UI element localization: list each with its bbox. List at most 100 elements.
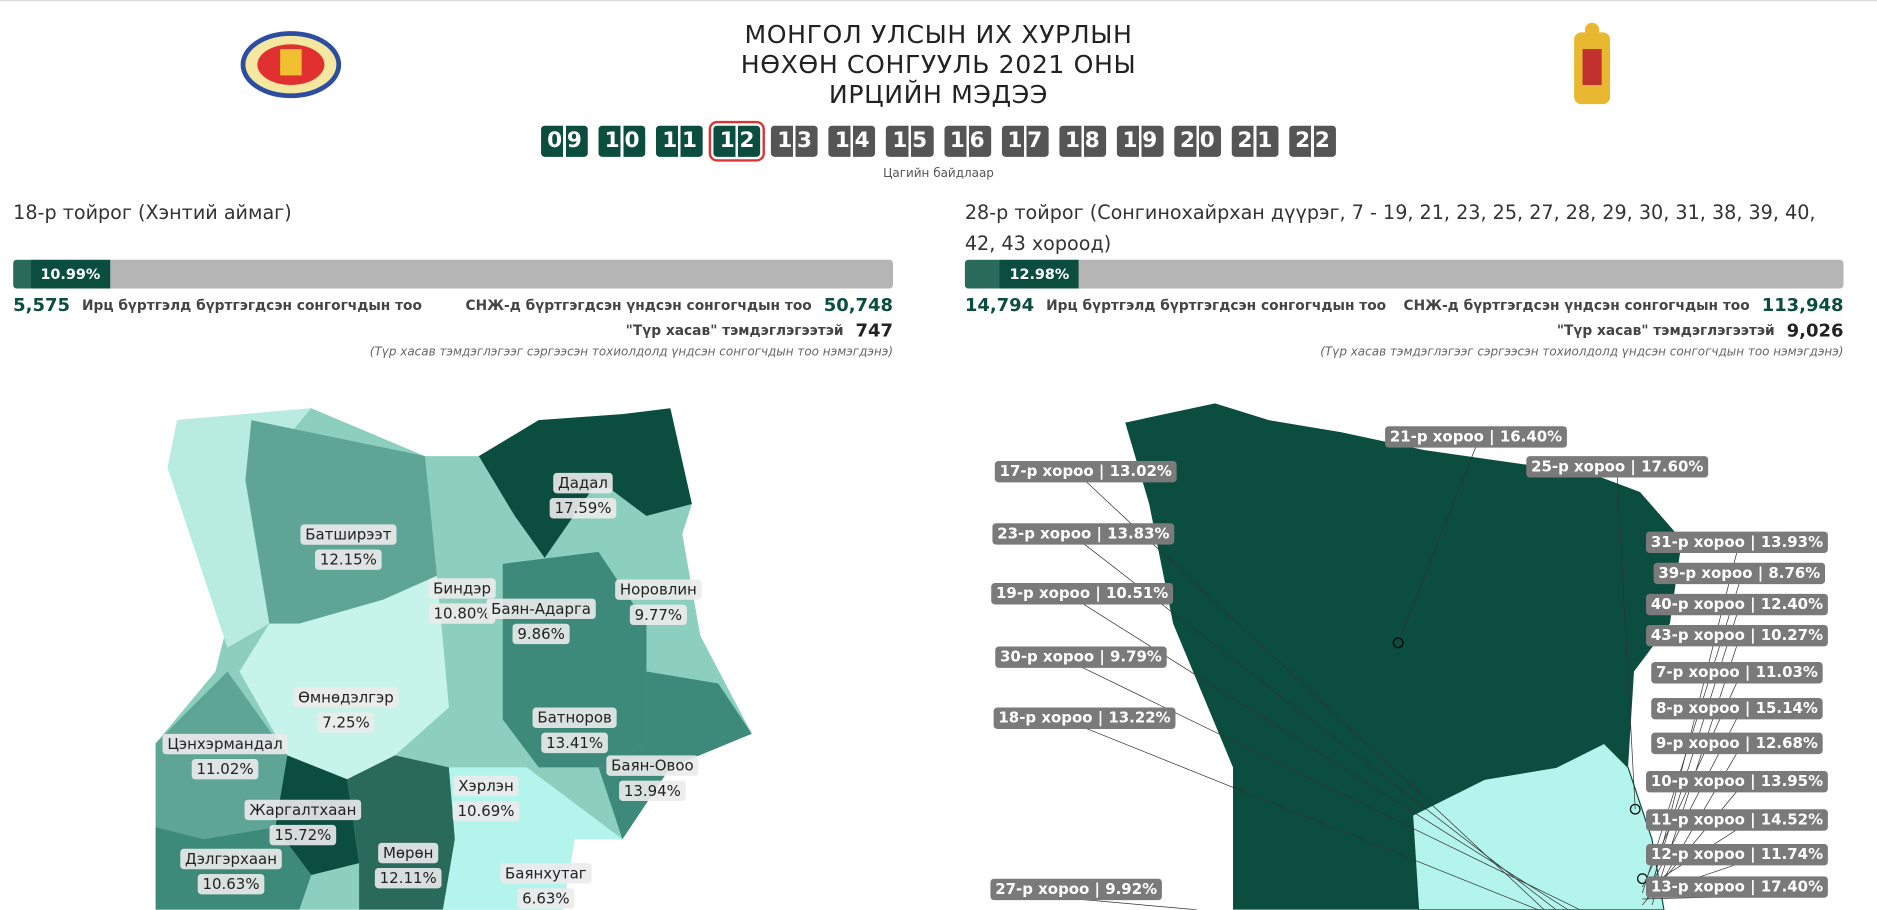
region-pct: 9.86% (517, 625, 565, 643)
region-pct: 13.41% (546, 734, 603, 752)
region-pct-bg (549, 498, 617, 519)
region-pct-bg (629, 604, 687, 625)
khoroo-label: 40-р хороо | 12.40% (1646, 593, 1828, 616)
region-name: Баян-Овоо (611, 757, 693, 775)
region-name: Мөрөн (383, 844, 433, 862)
hours-caption: Цагийн байдлаар (883, 167, 994, 181)
region-pct: 10.69% (457, 802, 514, 820)
leader-line (1616, 476, 1636, 810)
khoroo-text-bg (1646, 809, 1828, 831)
khoroo-text: 30-р хороо | 9.79% (1000, 648, 1162, 667)
region-name: Биндэр (433, 579, 491, 597)
khoroo-label: 21-р хороо | 16.40% (1385, 426, 1567, 448)
region-label: Баян-Адарга 9.86% (486, 598, 596, 645)
region-name-bg (486, 598, 596, 620)
khoroo-text: 13-р хороо | 17.40% (1651, 878, 1823, 897)
region-label: Жаргалтхаан 15.72% (244, 799, 362, 846)
total-count: 113,948 (1761, 294, 1844, 317)
region-pct-bg (619, 780, 686, 801)
region-name: Баян-Адарга (491, 600, 591, 618)
hour-button[interactable]: 17 (1001, 125, 1049, 157)
region-label: Батноров 13.41% (532, 707, 617, 754)
khoroo-label: 13-р хороо | 17.40% (1646, 876, 1828, 898)
khoroo-text-bg (1651, 697, 1823, 720)
hour-button[interactable]: 13 (771, 125, 819, 157)
khoroo-label: 39-р хороо | 8.76% (1653, 562, 1826, 585)
registered-label: Ирц бүртгэлд бүртгэгдсэн сонгогчдын тоо (1046, 296, 1387, 314)
region-name-bg (606, 755, 699, 776)
khoroo-text: 12-р хороо | 11.74% (1651, 845, 1823, 864)
hour-button[interactable]: 11 (656, 125, 703, 157)
region-pct: 15.72% (274, 826, 331, 844)
district-panel: 18-р тойрог (Хэнтий аймаг) 10.99% 5,575 Ирц… (13, 198, 894, 360)
khoroo-text: 25-р хороо | 17.60% (1531, 457, 1703, 476)
khoroo-text: 17-р хороо | 13.02% (1000, 462, 1172, 481)
hour-button[interactable]: 21 (1231, 125, 1279, 157)
khoroo-text-bg (990, 878, 1162, 901)
khoroo-label: 17-р хороо | 13.02% (994, 460, 1177, 483)
removed-count: 9,026 (1786, 319, 1844, 342)
leader-line (1085, 480, 1545, 910)
hour-button[interactable]: 18 (1058, 125, 1106, 157)
region-pct-bg (317, 712, 375, 733)
hour-button[interactable]: 12 (708, 120, 766, 162)
khoroo-text-bg (1646, 593, 1828, 616)
removed-label: "Түр хасав" тэмдэглэгээтэй (625, 322, 844, 339)
hour-button[interactable]: 10 (598, 125, 646, 157)
khoroo-text-bg (1646, 876, 1828, 898)
region-pct: 17.59% (554, 499, 611, 517)
region-label: Дэлгэрхаан 10.63% (180, 848, 282, 895)
hour-button[interactable]: 16 (943, 125, 991, 157)
region-label: Норовлин 9.77% (615, 579, 702, 625)
region-pct: 11.02% (197, 760, 254, 778)
region-name-bg (500, 863, 592, 884)
hour-button[interactable]: 22 (1289, 125, 1336, 157)
note: (Түр хасав тэмдэглэгээг сэргээсэн тохиол… (369, 345, 894, 360)
region-pct: 10.63% (203, 875, 260, 893)
registered-count: 14,794 (964, 294, 1035, 317)
region-name: Батширээт (305, 526, 391, 544)
khoroo-label: 30-р хороо | 9.79% (995, 646, 1167, 668)
region-pct: 12.11% (380, 869, 437, 887)
region-name-bg (453, 775, 519, 797)
total-label: СНЖ-д бүртгэгдсэн үндсэн сонгогчдын тоо (1403, 296, 1750, 314)
hour-button[interactable]: 15 (886, 125, 934, 157)
stats-row: 5,575 Ирц бүртгэлд бүртгэгдсэн сонгогчдын… (13, 293, 893, 317)
title-line: НӨХӨН СОНГУУЛЬ 2021 ОНЫ (740, 50, 1137, 80)
region-label: Хэрлэн 10.69% (452, 775, 520, 822)
hour-button[interactable]: 20 (1174, 125, 1221, 157)
registered-count: 5,575 (13, 294, 70, 317)
region-pct-bg (269, 824, 337, 846)
region-name-bg (553, 472, 613, 494)
hour-button[interactable]: 09 (541, 125, 588, 157)
turnout-label: 12.98% (999, 259, 1079, 289)
region-label: Дадал 17.59% (549, 472, 617, 519)
region-pct: 7.25% (322, 714, 370, 732)
khoroo-text-bg (992, 523, 1175, 545)
khoroo-text: 7-р хороо | 11.03% (1656, 663, 1818, 682)
total-label: СНЖ-д бүртгэгдсэн үндсэн сонгогчдын тоо (465, 296, 812, 314)
main-title: МОНГОЛ УЛСЫН ИХ ХУРЛЫН НӨХӨН СОНГУУЛЬ 202… (0, 20, 1877, 110)
note: (Түр хасав тэмдэглэгээг сэргээсэн тохиол… (1320, 345, 1844, 360)
region-pct: 10.80% (434, 605, 491, 623)
khoroo-text-bg (1651, 662, 1823, 684)
region-label: Баянхутаг 6.63% (500, 863, 592, 909)
leader-line (1080, 666, 1581, 910)
hour-button[interactable]: 14 (828, 125, 876, 157)
khoroo-text-bg (1646, 844, 1828, 866)
region-name: Батноров (537, 709, 612, 727)
turnout-fill: 10.99% (13, 259, 110, 289)
region-name-bg (180, 848, 282, 870)
khoroo-text: 23-р хороо | 13.83% (997, 524, 1169, 543)
leader-line (1397, 446, 1477, 643)
khoroo-label: 9-р хороо | 12.68% (1651, 732, 1823, 755)
khoroo-text-bg (994, 460, 1177, 483)
region-pct-bg (541, 732, 608, 754)
hour-button[interactable]: 19 (1116, 125, 1164, 157)
khoroo-text: 11-р хороо | 14.52% (1651, 810, 1823, 829)
khoroo-text-bg (1646, 770, 1828, 793)
khoroo-text-bg (1526, 456, 1709, 478)
khoroo-label: 12-р хороо | 11.74% (1646, 844, 1828, 866)
region-label: Өмнөдэлгэр 7.25% (293, 687, 399, 733)
